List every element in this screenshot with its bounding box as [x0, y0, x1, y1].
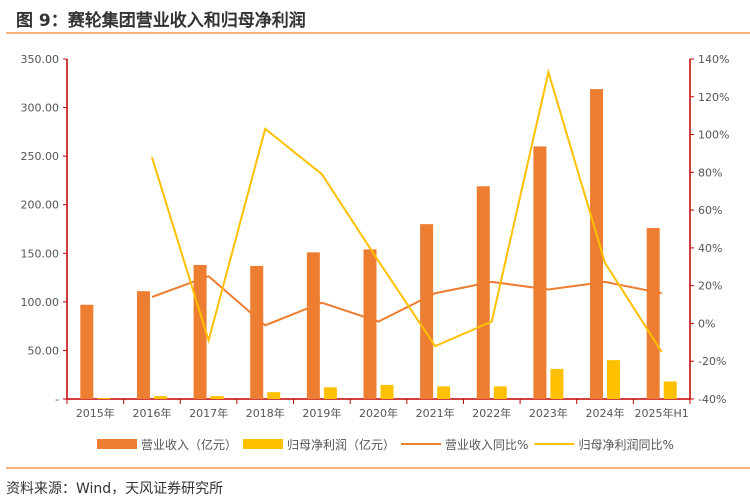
x-tick-label: 2021年	[416, 406, 455, 420]
left-tick-label: 250.00	[21, 150, 60, 163]
revenue-bar	[136, 291, 150, 399]
legend-label: 营业收入（亿元）	[141, 437, 237, 452]
revenue-bar	[363, 249, 377, 399]
right-tick-label: 0%	[698, 317, 715, 330]
revenue-bar	[80, 304, 94, 399]
revenue-bar	[250, 265, 264, 399]
source-note: 资料来源：Wind，天风证券研究所	[6, 481, 224, 497]
profit-bar	[380, 384, 394, 399]
divider	[6, 32, 750, 34]
revenue-bar	[646, 228, 660, 399]
profit-bar	[210, 396, 224, 399]
left-tick-label: 100.00	[21, 296, 60, 309]
profit-bar	[153, 396, 167, 399]
left-tick-label: 350.00	[21, 53, 60, 66]
revenue-bar	[306, 252, 320, 399]
legend-swatch	[243, 439, 284, 449]
left-tick-label: 300.00	[21, 102, 60, 115]
right-tick-label: 120%	[698, 91, 729, 104]
profit-yoy-line	[150, 68, 663, 353]
x-tick-label: 2023年	[529, 406, 568, 420]
profit-bar	[267, 392, 281, 399]
x-tick-label: 2016年	[132, 406, 171, 420]
left-tick-label: 200.00	[21, 199, 60, 212]
right-tick-label: 20%	[698, 280, 722, 293]
x-tick-label: 2024年	[586, 406, 625, 420]
revenue-bar	[193, 264, 207, 399]
profit-bar	[607, 360, 621, 399]
x-tick-label: 2022年	[472, 406, 511, 420]
right-tick-label: 40%	[698, 242, 722, 255]
profit-bar	[493, 386, 507, 399]
right-tick-label: 60%	[698, 204, 722, 217]
profit-bar	[437, 386, 451, 399]
right-tick-label: -20%	[698, 355, 726, 368]
legend-swatch	[97, 439, 137, 449]
profit-bar	[550, 368, 564, 399]
legend-label: 归母净利润同比%	[578, 438, 673, 452]
profit-bar	[663, 381, 677, 399]
revenue-bar	[590, 89, 604, 399]
chart: - 50.00 100.00 150.00 200.00 250.00 300.00 350.…	[21, 53, 730, 452]
right-tick-label: -40%	[698, 393, 726, 406]
x-tick-label: 2025年H1	[635, 406, 689, 420]
left-tick-label: 50.00	[28, 344, 60, 357]
x-tick-label: 2017年	[189, 406, 228, 420]
x-tick-label: 2020年	[359, 406, 398, 420]
divider	[6, 467, 750, 469]
legend-label: 归母净利润（亿元）	[287, 437, 395, 452]
profit-bar	[323, 387, 337, 399]
right-tick-label: 100%	[698, 129, 729, 142]
revenue-bar	[420, 224, 434, 399]
left-tick-label: -	[55, 393, 59, 406]
page-title: 图 9：赛轮集团营业收入和归母净利润	[16, 11, 306, 31]
profit-bar	[97, 398, 111, 399]
revenue-bar	[533, 146, 547, 399]
x-tick-label: 2015年	[76, 406, 115, 420]
revenue-bar	[476, 186, 490, 399]
right-tick-label: 140%	[698, 53, 729, 66]
left-tick-label: 150.00	[21, 247, 60, 260]
x-tick-label: 2018年	[246, 406, 285, 420]
right-tick-label: 80%	[698, 166, 722, 179]
x-tick-label: 2019年	[302, 406, 341, 420]
legend-label: 营业收入同比%	[445, 438, 528, 452]
revenue-yoy-line	[151, 275, 662, 327]
